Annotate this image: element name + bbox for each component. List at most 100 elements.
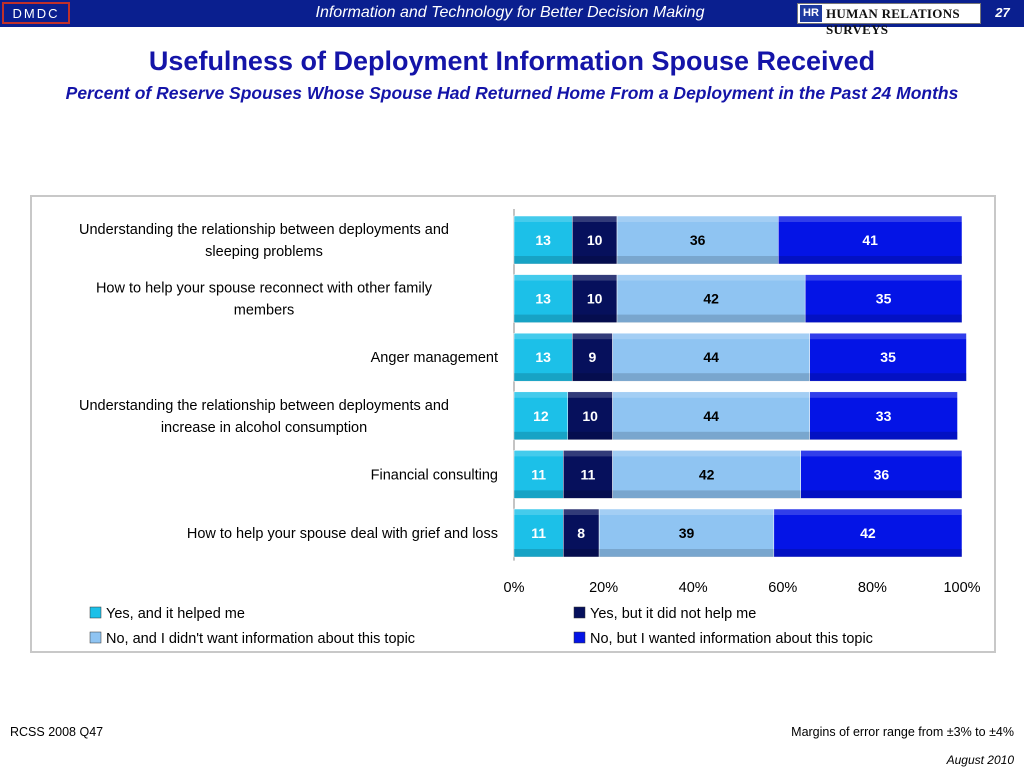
- category-label: Anger management: [371, 350, 498, 366]
- data-label: 42: [699, 466, 715, 482]
- category-label: How to help your spouse reconnect with o…: [96, 281, 433, 297]
- bar-shadow: [567, 431, 613, 440]
- data-label: 11: [581, 466, 596, 482]
- bar-highlight: [567, 391, 613, 398]
- legend-label: No, but I wanted information about this …: [590, 631, 873, 647]
- bar-segment: [804, 274, 963, 323]
- data-label: 36: [690, 232, 706, 248]
- data-label: 35: [880, 349, 896, 365]
- bar-highlight: [612, 391, 810, 398]
- bar-shadow: [563, 549, 600, 557]
- bar-highlight: [514, 509, 564, 515]
- bar-shadow: [612, 431, 810, 440]
- bar-shadow: [514, 431, 568, 440]
- x-tick-label: 60%: [768, 580, 797, 596]
- chart-subtitle: Percent of Reserve Spouses Whose Spouse …: [65, 83, 959, 103]
- bar-shadow: [617, 256, 779, 264]
- bar-segment: [563, 450, 613, 499]
- category-label: How to help your spouse deal with grief …: [187, 526, 498, 542]
- data-label: 42: [703, 291, 719, 307]
- bar-shadow: [612, 373, 810, 382]
- bar-segment: [513, 332, 573, 382]
- stacked-bar-chart: 13 10 36 41 Understanding the relationship b…: [79, 209, 981, 647]
- bar-highlight: [514, 274, 573, 281]
- bar-segment: [513, 508, 564, 558]
- bar-highlight: [514, 391, 568, 398]
- bar-highlight: [612, 333, 810, 340]
- bar-highlight: [809, 391, 958, 398]
- bar-highlight: [599, 509, 774, 515]
- bar-segment: [612, 450, 801, 499]
- bar-highlight: [563, 450, 613, 457]
- bar-segment: [513, 391, 569, 441]
- category-label: Understanding the relationship between d…: [79, 222, 449, 238]
- category-label: sleeping problems: [205, 244, 323, 260]
- x-tick-label: 0%: [504, 580, 525, 596]
- legend-swatch: [89, 631, 102, 644]
- bar-segment: [616, 215, 779, 265]
- bar-highlight: [572, 274, 618, 281]
- data-label: 35: [876, 291, 892, 307]
- bar-shadow: [572, 314, 618, 323]
- data-label: 9: [589, 349, 597, 365]
- data-label: 13: [535, 349, 551, 365]
- x-tick-label: 80%: [858, 580, 887, 596]
- data-label: 10: [582, 408, 598, 424]
- bar-shadow: [514, 490, 564, 499]
- bar-highlight: [809, 333, 967, 340]
- bar-segment: [809, 332, 967, 382]
- data-label: 11: [531, 525, 546, 541]
- data-label: 10: [587, 232, 603, 248]
- bar-shadow: [612, 490, 801, 499]
- data-label: 12: [533, 408, 549, 424]
- bar-shadow: [599, 549, 774, 557]
- bar-highlight: [773, 509, 962, 515]
- bar-segment: [571, 215, 618, 265]
- bar-highlight: [514, 333, 573, 340]
- bar-highlight: [805, 274, 962, 281]
- hrs-logo-mark: HR: [800, 5, 822, 22]
- bar-shadow: [805, 314, 962, 323]
- data-label: 13: [535, 232, 551, 248]
- bar-segment: [571, 332, 613, 382]
- hrs-logo-text: HUMAN RELATIONS SURVEYS: [826, 6, 960, 37]
- legend-label: Yes, but it did not help me: [590, 606, 756, 622]
- bar-highlight: [514, 450, 564, 457]
- data-label: 39: [679, 525, 695, 541]
- bar-shadow: [514, 549, 564, 557]
- bar-shadow: [778, 256, 962, 264]
- bar-highlight: [572, 333, 613, 340]
- bar-segment: [778, 215, 963, 265]
- bar-segment: [773, 508, 963, 558]
- legend-swatch: [573, 606, 586, 619]
- bar-highlight: [572, 216, 618, 222]
- bar-shadow: [617, 314, 806, 323]
- bar-segment: [612, 332, 810, 382]
- bar-shadow: [809, 373, 967, 382]
- bar-highlight: [617, 274, 806, 281]
- data-label: 42: [860, 525, 876, 541]
- category-label: Understanding the relationship between d…: [79, 398, 449, 414]
- source-note: RCSS 2008 Q47: [10, 725, 104, 739]
- margin-of-error-note: Margins of error range from ±3% to ±4%: [791, 725, 1014, 739]
- data-label: 10: [587, 291, 603, 307]
- bar-shadow: [563, 490, 613, 499]
- x-tick-label: 100%: [943, 580, 980, 596]
- chart-area: 13 10 36 41 Understanding the relationship b…: [30, 195, 996, 653]
- bar-highlight: [612, 450, 801, 457]
- bar-highlight: [617, 216, 779, 222]
- report-date: August 2010: [946, 753, 1014, 767]
- data-label: 36: [874, 466, 890, 482]
- header-bar: DMDC Information and Technology for Bett…: [0, 0, 1024, 37]
- category-label: Financial consulting: [371, 467, 498, 483]
- bar-segment: [513, 215, 573, 265]
- category-label: increase in alcohol consumption: [161, 420, 367, 436]
- bar-segment: [513, 450, 564, 499]
- bar-segment: [598, 508, 775, 558]
- page-number: 27: [995, 5, 1010, 20]
- category-label: members: [234, 303, 294, 319]
- bar-segment: [800, 450, 963, 499]
- bar-shadow: [800, 490, 962, 499]
- bar-highlight: [514, 216, 573, 222]
- bar-shadow: [514, 314, 573, 323]
